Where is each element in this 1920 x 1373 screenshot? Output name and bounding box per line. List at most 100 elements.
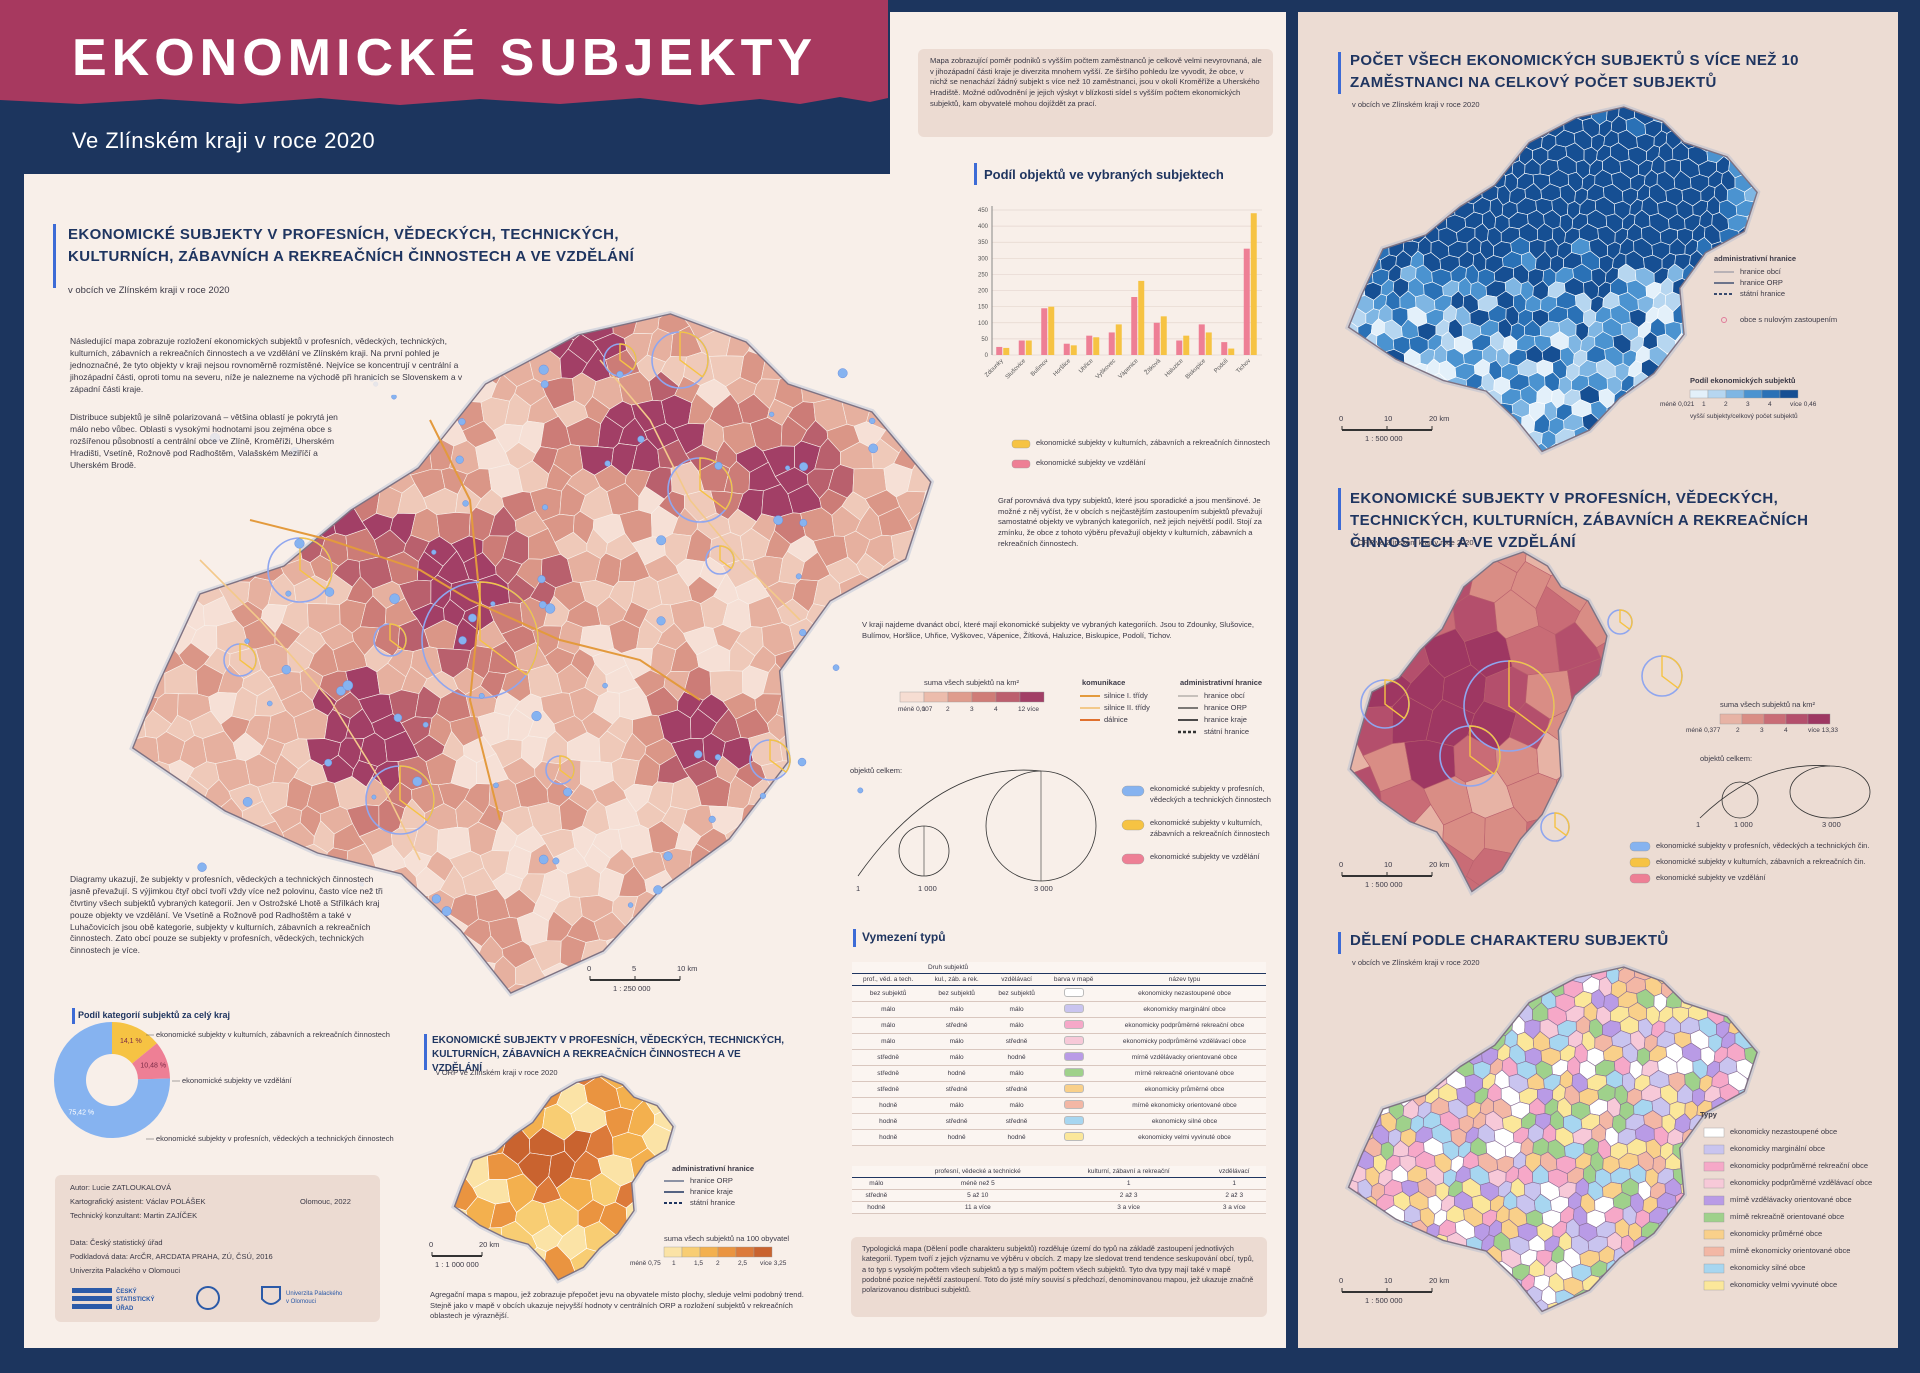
scale-label: 0 (1339, 1276, 1344, 1285)
table-cell: středně (924, 1017, 989, 1034)
symbol-dot (837, 368, 848, 379)
type-swatch (1063, 1068, 1084, 1077)
table-cell: bez subjektů (924, 985, 989, 1002)
symbol-slice (299, 537, 333, 591)
bar (1243, 248, 1250, 355)
page-subtitle: Ve Zlínském kraji v roce 2020 (72, 128, 376, 153)
paragraph: Následující mapa zobrazuje rozložení eko… (70, 336, 470, 396)
legend-title: objektů celkem: (1700, 754, 1753, 763)
symbol-slice (1508, 660, 1555, 734)
type-swatch (1063, 1004, 1084, 1013)
symbol-slice (399, 765, 435, 822)
table-color (1044, 1081, 1104, 1098)
symbol-dot (773, 515, 784, 525)
legend-label: 1 (922, 706, 926, 713)
table-header: vzdělávací (1202, 1166, 1266, 1178)
symbol-dot (799, 518, 808, 527)
table-cell: ekonomicky podprůměrné rekreační obce (1103, 1017, 1266, 1034)
symbol-dot (868, 443, 879, 454)
donut-value-label: 14,1 % (120, 1038, 142, 1045)
symbol-dot (653, 885, 663, 895)
table-cell: ekonomicky nezastoupené obce (1103, 985, 1266, 1002)
symbol-dot (389, 593, 400, 604)
logo-csu (72, 1288, 112, 1293)
legend-curve (857, 769, 1042, 877)
legend-swatch (1019, 691, 1045, 703)
legend-swatch (1703, 1229, 1725, 1240)
symbol-dot (656, 535, 667, 546)
table-group-header: Druh subjektů (852, 962, 1045, 974)
legend-label: ekonomické subjekty v kulturních, zábavn… (1036, 438, 1270, 447)
legend-title: administrativní hranice (1714, 254, 1797, 263)
scale-label: 0 (1339, 860, 1344, 869)
symbol-dot (422, 721, 429, 728)
symbol-slice (1661, 655, 1683, 689)
legend-swatch (1629, 841, 1651, 852)
scale-label: 0 (1339, 414, 1344, 423)
table-cell: 3 a více (1054, 1201, 1203, 1214)
legend-swatch (1725, 389, 1745, 399)
road (249, 519, 701, 701)
legend-swatch (699, 1246, 719, 1258)
legend-label: dálnice (1104, 715, 1128, 724)
table-cell: málo (924, 1049, 989, 1066)
section-title: POČET VŠECH EKONOMICKÝCH SUBJEKTŮ S VÍCE… (1350, 52, 1799, 91)
types-table: Druh subjektů prof., věd. a tech. kul., zá… (852, 962, 1266, 1146)
legend-label: ekonomicky nezastoupené obce (1730, 1127, 1838, 1136)
table-header: kulturní, zábavní a rekreační (1054, 1166, 1203, 1178)
symbol-dot (462, 500, 469, 507)
bar (1018, 340, 1025, 355)
table-cell: hodně (988, 1049, 1045, 1066)
legend-label: státní hranice (1740, 289, 1786, 298)
table-cell: středně (924, 1113, 989, 1130)
legend-swatch (1703, 1144, 1725, 1155)
scale-label: 5 (632, 964, 637, 973)
symbol-dot (393, 713, 403, 722)
legend-label: hranice ORP (1204, 703, 1247, 712)
bar (1176, 340, 1183, 355)
table-color (1044, 1129, 1104, 1146)
y-tick-label: 150 (978, 305, 989, 311)
table-cell: středně (988, 1081, 1045, 1098)
scale-ratio: 1 : 500 000 (1365, 1296, 1403, 1305)
legend-label: mírně rekreačně orientované obce (1730, 1212, 1845, 1221)
table-cell: málo (988, 1001, 1045, 1018)
symbol-slice (559, 755, 575, 780)
legend-label: hranice obcí (1740, 267, 1781, 276)
legend-title: Typy (1700, 1110, 1717, 1119)
table-cell: 1 (1054, 1177, 1203, 1190)
symbol-slice (1554, 812, 1570, 837)
legend-label: 2 (716, 1260, 720, 1267)
symbol-dot (342, 680, 354, 691)
legend-swatch (1121, 853, 1145, 865)
symbol-dot (242, 797, 253, 807)
scale-label: 20 km (1429, 860, 1450, 869)
table-cell: málo (924, 1097, 989, 1114)
symbol-slice (1469, 725, 1501, 775)
intro-box (918, 49, 1273, 137)
credit-text: Podkladová data: ArcČR, ARCDATA PRAHA, Z… (70, 1252, 273, 1261)
legend-swatch (1807, 713, 1831, 725)
table-cell: 2 až 3 (1202, 1189, 1266, 1202)
symbol-slice (769, 739, 791, 773)
legend-swatch (735, 1246, 755, 1258)
table-blank (852, 1166, 901, 1178)
legend-swatch (1703, 1127, 1725, 1138)
legend-label: ekonomické subjekty ve vzdělání (1036, 458, 1146, 467)
legend-label: 2,5 (738, 1260, 748, 1267)
section-subtitle: v ORP ve Zlínském kraji v roce 2020 (436, 1068, 558, 1077)
paragraph: Graf porovnává dva typy subjektů, které … (998, 496, 1263, 548)
legend-label: státní hranice (1204, 727, 1250, 736)
scale-label: 10 km (677, 964, 698, 973)
table-cell: málo (988, 1065, 1045, 1082)
map-outline (1349, 551, 1608, 893)
legend-swatch (1719, 713, 1743, 725)
legend-swatch (1121, 819, 1145, 831)
paragraph: Typologická mapa (Dělení podle charakter… (862, 1244, 1254, 1295)
table-color (1044, 1097, 1104, 1114)
map-outline (1347, 106, 1758, 453)
symbol-slice (1619, 609, 1633, 631)
legend-label: 3 000 (1034, 884, 1053, 893)
